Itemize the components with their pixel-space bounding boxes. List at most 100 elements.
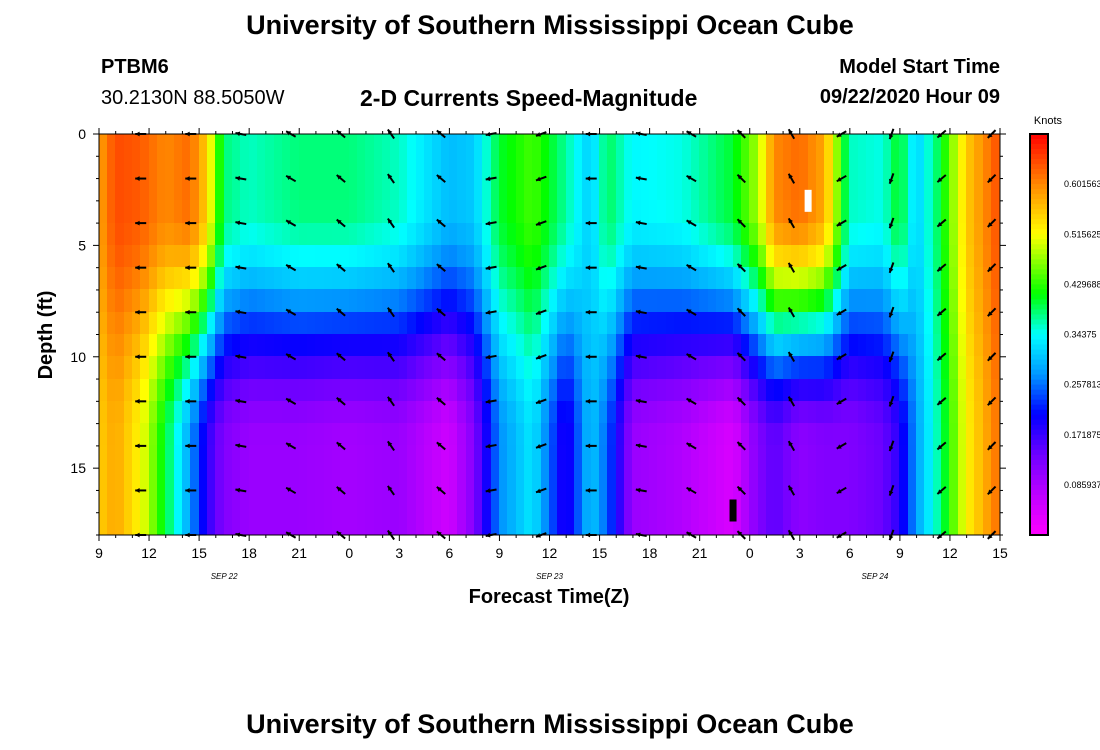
heatmap-cell [983, 289, 993, 314]
heatmap-cell [257, 468, 267, 492]
heatmap-cell [758, 401, 768, 425]
heatmap-cell [991, 312, 1001, 336]
heatmap-cell [207, 490, 217, 514]
heatmap-cell [874, 356, 885, 381]
heatmap-cell [766, 156, 776, 180]
heatmap-cell [157, 223, 167, 247]
heatmap-cell [240, 490, 251, 514]
heatmap-cell [290, 134, 301, 158]
heatmap-cell [591, 334, 601, 358]
heatmap-cell [224, 267, 234, 291]
heatmap-cell [933, 356, 943, 381]
current-vector-arrow [185, 265, 197, 271]
heatmap-cell [324, 401, 334, 425]
heatmap-cell [991, 468, 1001, 492]
heatmap-cell [899, 267, 910, 291]
heatmap-cell [799, 178, 810, 202]
heatmap-cell [541, 401, 551, 425]
heatmap-cell [424, 512, 434, 536]
heatmap-cell [441, 512, 451, 536]
heatmap-cell [449, 178, 459, 202]
heatmap-cell [599, 156, 609, 180]
heatmap-cell [624, 245, 634, 269]
heatmap-cell [649, 401, 659, 425]
heatmap-cell [833, 245, 843, 269]
heatmap-cell [282, 401, 292, 425]
heatmap-cell [432, 445, 443, 470]
heatmap-cell [257, 245, 267, 269]
heatmap-cell [716, 334, 726, 358]
heatmap-cell [165, 245, 176, 269]
heatmap-cell [791, 512, 801, 536]
heatmap-cell [149, 356, 159, 381]
y-tick-label: 15 [70, 460, 86, 476]
heatmap-cell [532, 200, 543, 225]
heatmap-cell [624, 423, 634, 447]
heatmap-cell [958, 379, 968, 403]
heatmap-cell [799, 512, 810, 536]
current-vector-arrow [387, 218, 395, 229]
heatmap-cell [649, 178, 659, 202]
heatmap-cell [449, 356, 459, 381]
heatmap-cell [265, 468, 276, 492]
heatmap-cell [466, 356, 476, 381]
heatmap-cell [841, 490, 851, 514]
heatmap-cell [207, 468, 217, 492]
heatmap-cell [424, 267, 434, 291]
heatmap-cell [641, 156, 651, 180]
heatmap-cell [249, 379, 259, 403]
heatmap-cell [349, 289, 359, 314]
heatmap-cell [524, 334, 534, 358]
current-vector-arrow [936, 263, 947, 272]
heatmap-cell [741, 134, 751, 158]
heatmap-cell [499, 134, 509, 158]
colorbar-tick-label: 0.429688 [1064, 279, 1100, 289]
x-tick-label: 0 [345, 545, 353, 561]
heatmap-cell [265, 245, 276, 269]
heatmap-cell [841, 200, 851, 225]
heatmap-cell [933, 134, 943, 158]
heatmap-cell [991, 156, 1001, 180]
heatmap-cell [124, 267, 134, 291]
heatmap-cell [916, 334, 926, 358]
heatmap-cell [974, 490, 985, 514]
heatmap-cell [849, 200, 860, 225]
heatmap-cell [974, 223, 985, 247]
heatmap-cell [641, 379, 651, 403]
heatmap-cell [382, 156, 392, 180]
heatmap-cell [632, 512, 643, 536]
heatmap-cell [674, 468, 684, 492]
heatmap-cell [474, 468, 484, 492]
colorbar-segment [1030, 249, 1048, 255]
heatmap-cell [249, 289, 259, 314]
heatmap-cell [232, 401, 242, 425]
heatmap-cell [883, 245, 893, 269]
heatmap-cell [574, 468, 584, 492]
heatmap-cell [132, 200, 142, 225]
heatmap-cell [824, 401, 835, 425]
heatmap-cell [115, 312, 126, 336]
x-axis-label: Forecast Time(Z) [469, 586, 630, 608]
colorbar-segment [1030, 314, 1048, 321]
current-vector-arrow [387, 307, 395, 318]
heatmap-cell [716, 134, 726, 158]
heatmap-cell [265, 289, 276, 314]
heatmap-cell [224, 312, 234, 336]
heatmap-cell [357, 512, 367, 536]
heatmap-cell [449, 245, 459, 269]
heatmap-cell [858, 156, 868, 180]
heatmap-cell [115, 379, 126, 403]
colorbar-segment [1030, 299, 1048, 306]
heatmap-cell [315, 356, 326, 381]
current-vector-arrow [736, 396, 746, 406]
heatmap-cell [407, 134, 418, 158]
heatmap-cell [324, 134, 334, 158]
heatmap-cell [449, 468, 459, 492]
heatmap-cell [290, 490, 301, 514]
heatmap-cell [207, 445, 217, 470]
heatmap-cell [891, 423, 901, 447]
x-tick-label: 9 [896, 545, 904, 561]
heatmap-cell [99, 178, 109, 202]
heatmap-cell [783, 490, 793, 514]
heatmap-cell [416, 445, 426, 470]
